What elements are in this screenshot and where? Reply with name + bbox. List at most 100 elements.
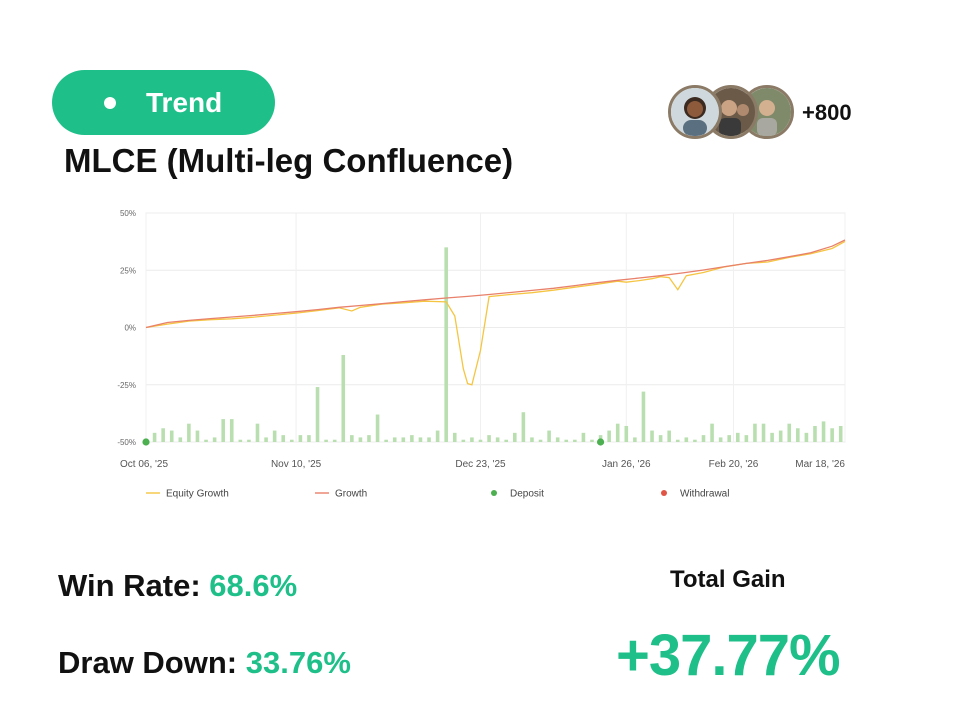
x-tick-label: Jan 26, '26 [602, 459, 651, 470]
volume-bar [298, 435, 303, 442]
volume-bar [478, 439, 483, 442]
volume-bar [761, 423, 766, 442]
volume-bar [710, 423, 714, 442]
volume-bar [718, 437, 723, 442]
volume-bar [787, 423, 792, 442]
volume-bar [590, 439, 594, 442]
community-count: +800 [802, 100, 852, 125]
volume-bar [435, 430, 440, 442]
deposit-point [142, 438, 150, 446]
volume-bar [152, 432, 157, 442]
volume-bar [573, 439, 577, 442]
volume-bar [161, 428, 165, 442]
volume-bar [838, 425, 843, 442]
volume-bar [384, 439, 388, 442]
volume-bar [452, 432, 457, 442]
legend-withdrawal-swatch [661, 490, 667, 496]
volume-bar [607, 430, 611, 442]
volume-bar [684, 437, 689, 442]
volume-bar [504, 439, 509, 442]
volume-bar [701, 435, 706, 442]
volume-bar [264, 437, 268, 442]
total-gain-value: +37.77% [616, 623, 841, 688]
deposit-point [596, 438, 605, 446]
legend-equity-growth-label: Equity Growth [166, 489, 229, 500]
volume-bar [641, 391, 646, 442]
avatar [668, 85, 722, 139]
legend-deposit-swatch [491, 490, 497, 496]
volume-bar [195, 430, 200, 442]
growth-line [145, 239, 846, 329]
volume-bar [212, 437, 217, 442]
volume-bar [169, 430, 174, 442]
x-tick-label: Mar 18, '26 [795, 459, 845, 470]
x-tick-label: Dec 23, '25 [455, 459, 506, 470]
y-tick-label: 0% [124, 324, 136, 333]
volume-bar [667, 430, 671, 442]
volume-bar [813, 425, 817, 442]
drawdown-label: Draw Down: [58, 645, 238, 680]
y-tick-label: -25% [117, 381, 136, 390]
volume-bar [804, 432, 809, 442]
volume-bar [581, 432, 586, 442]
drawdown-stat: Draw Down: 33.76% [58, 645, 351, 681]
volume-bar [350, 435, 354, 442]
volume-bar [650, 430, 654, 442]
volume-bar [332, 439, 337, 442]
strategy-title: MLCE (Multi-leg Confluence) [64, 142, 514, 179]
volume-bar [307, 435, 311, 442]
volume-bar [401, 437, 406, 442]
y-tick-label: 50% [120, 209, 136, 218]
y-tick-label: -50% [117, 438, 136, 447]
volume-bar [821, 421, 826, 442]
equity-chart: 50% 25% 0% -25% -50% Oct 06, '25 Nov 10, '25 De… [110, 205, 855, 510]
bullet-icon [104, 96, 116, 109]
volume-bar [624, 425, 629, 442]
volume-bar [255, 423, 260, 442]
volume-bar [693, 439, 697, 442]
win-rate-value: 68.6% [209, 568, 298, 603]
win-rate-stat: Win Rate: 68.6% [58, 568, 297, 604]
volume-bar [521, 412, 526, 442]
volume-bar [727, 435, 732, 442]
volume-bar [358, 437, 363, 442]
volume-bar [796, 428, 800, 442]
volume-bar [315, 387, 320, 442]
volume-bar [735, 432, 740, 442]
volume-bar [204, 439, 208, 442]
volume-bar [770, 432, 774, 442]
volume-bar [658, 435, 663, 442]
y-tick-label: 25% [120, 266, 136, 275]
volume-bar [229, 419, 234, 442]
legend-deposit-label: Deposit [510, 489, 544, 500]
volume-bar [538, 439, 543, 442]
volume-bar [495, 437, 500, 442]
volume-bar [547, 430, 551, 442]
volume-bar [487, 435, 491, 442]
x-tick-label: Oct 06, '25 [120, 459, 168, 470]
volume-bar [427, 437, 431, 442]
volume-bar [633, 437, 637, 442]
volume-bar [778, 430, 783, 442]
drawdown-value: 33.76% [245, 645, 351, 680]
volume-bar [530, 437, 534, 442]
trend-badge: Trend [52, 70, 275, 135]
volume-bar [341, 354, 346, 442]
community-avatars [668, 85, 794, 141]
volume-bar [324, 439, 328, 442]
legend-withdrawal-label: Withdrawal [680, 489, 729, 500]
volume-bar [375, 414, 380, 442]
total-gain-label: Total Gain [670, 566, 786, 593]
volume-bar [470, 437, 474, 442]
volume-bar [392, 437, 397, 442]
legend-growth-label: Growth [335, 489, 367, 500]
volume-bar [281, 435, 286, 442]
volume-bar [367, 435, 371, 442]
volume-bar [247, 439, 251, 442]
volume-bar [418, 437, 423, 442]
volume-bar [830, 428, 834, 442]
volume-bar [461, 439, 466, 442]
volume-bar [753, 423, 757, 442]
volume-bar [410, 435, 414, 442]
volume-bar [564, 439, 569, 442]
